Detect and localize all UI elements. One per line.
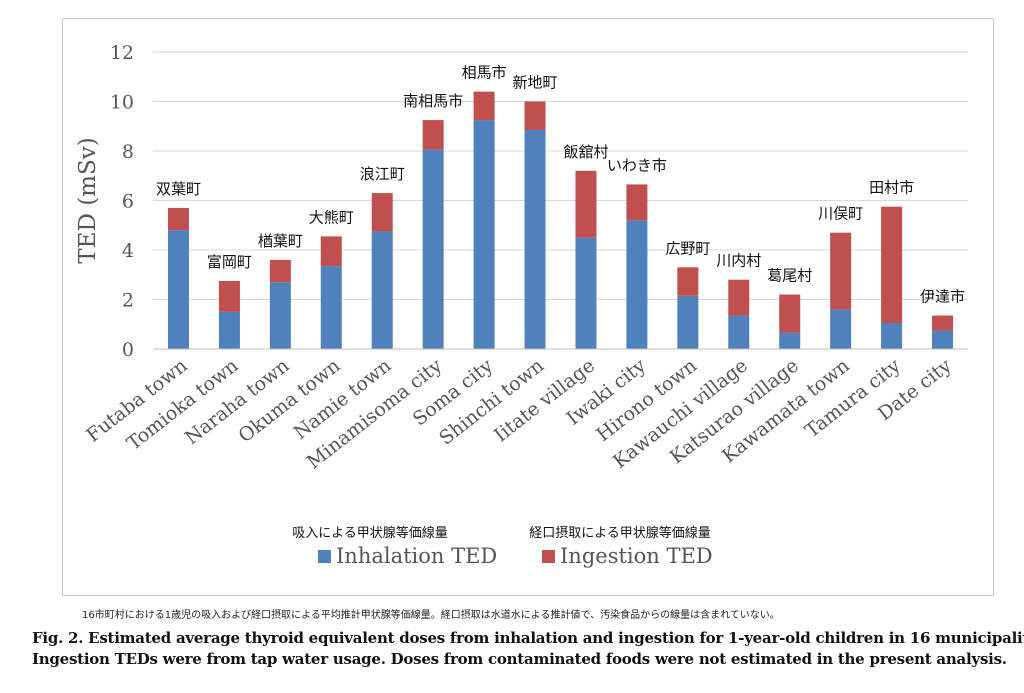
bar-ingestion [677, 267, 699, 296]
bar-ingestion [881, 206, 903, 324]
bar-inhalation [881, 323, 903, 349]
y-tick-label: 8 [122, 141, 134, 163]
bar-inhalation [932, 330, 954, 349]
bar-inhalation [167, 230, 189, 349]
legend-swatch-inhalation [318, 550, 331, 563]
legend-swatch-ingestion [542, 550, 555, 563]
bar-inhalation [269, 282, 291, 349]
bar-label-jp: 双葉町 [156, 180, 201, 198]
bar-inhalation [473, 120, 495, 349]
bar-ingestion [167, 207, 189, 231]
legend-jp-ingestion: 経口摂取による甲状腺等価線量 [529, 525, 711, 541]
bar-label-jp: 葛尾村 [767, 267, 812, 285]
bar-ingestion [932, 315, 954, 331]
bar-label-jp: 浪江町 [360, 165, 405, 183]
legend-label-inhalation: Inhalation TED [336, 544, 497, 568]
bar-inhalation [218, 311, 240, 349]
bar-ingestion [371, 193, 393, 232]
bar-label-jp: 広野町 [665, 239, 710, 257]
bar-inhalation [524, 129, 546, 349]
bar-inhalation [728, 315, 750, 349]
legend-jp-inhalation: 吸入による甲状腺等価線量 [292, 525, 448, 541]
bar-ingestion [269, 259, 291, 283]
bar-inhalation [422, 149, 444, 349]
bar-ingestion [626, 184, 648, 221]
bar-label-jp: いわき市 [607, 156, 667, 174]
bar-label-jp: 田村市 [869, 179, 914, 197]
figure-note-jp: 16市町村における1歳児の吸入および経口摂取による平均推計甲状腺等価線量。経口摂… [82, 610, 780, 621]
bar-inhalation [677, 295, 699, 349]
bar-ingestion [320, 236, 342, 267]
figure-caption: Fig. 2. Estimated average thyroid equiva… [32, 628, 1024, 670]
caption-line-1: Fig. 2. Estimated average thyroid equiva… [32, 629, 1024, 647]
bar-ingestion [830, 232, 852, 310]
y-tick-label: 2 [122, 290, 134, 312]
bar-inhalation [626, 220, 648, 349]
y-tick-label: 10 [110, 92, 134, 114]
y-tick-label: 4 [122, 240, 134, 262]
bar-label-jp: 南相馬市 [403, 92, 463, 110]
bar-label-jp: 富岡町 [207, 253, 252, 271]
bar-inhalation [371, 231, 393, 349]
bar-inhalation [575, 237, 597, 349]
caption-line-2: Ingestion TEDs were from tap water usage… [32, 650, 1007, 668]
bar-label-jp: 楢葉町 [258, 232, 303, 250]
bar-label-jp: 相馬市 [462, 64, 507, 82]
bar-inhalation [320, 266, 342, 349]
bar-inhalation [830, 309, 852, 349]
bar-label-jp: 大熊町 [309, 208, 354, 226]
bar-label-jp: 川内村 [716, 252, 761, 270]
bar-ingestion [524, 101, 546, 130]
bar-label-jp: 飯舘村 [563, 143, 608, 161]
bar-label-jp: 新地町 [513, 74, 558, 92]
bar-label-jp: 川俣町 [818, 205, 863, 223]
y-axis-title: TED (mSv) [75, 137, 101, 263]
bar-ingestion [473, 91, 495, 121]
y-tick-label: 0 [122, 339, 134, 361]
bar-ingestion [728, 279, 750, 316]
bar-ingestion [575, 170, 597, 238]
y-tick-label: 12 [110, 42, 134, 64]
bar-inhalation [779, 332, 801, 349]
bar-label-jp: 伊達市 [920, 288, 965, 306]
y-tick-label: 6 [122, 191, 134, 213]
bar-ingestion [218, 280, 240, 312]
legend-label-ingestion: Ingestion TED [560, 544, 713, 568]
bar-ingestion [779, 294, 801, 333]
bar-ingestion [422, 120, 444, 150]
